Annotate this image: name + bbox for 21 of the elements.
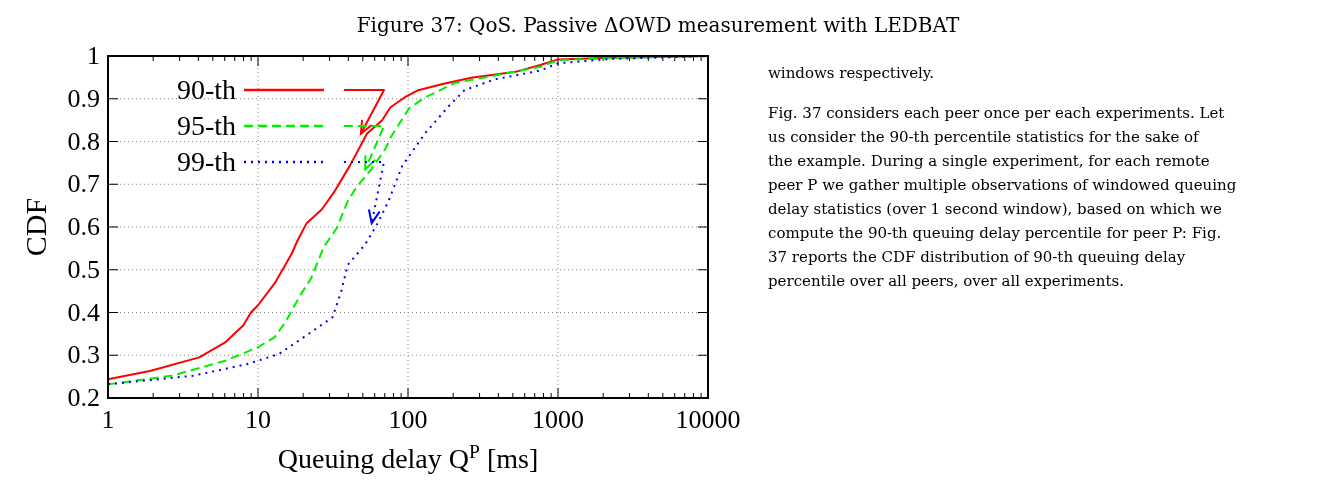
x-tick-label: 10 <box>245 405 271 434</box>
x-axis-title: Queuing delay Q$^{P}$ [ms] <box>277 440 539 474</box>
legend-label: 90-th <box>176 74 236 105</box>
x-tick-label: 10000 <box>675 405 741 434</box>
x-tick-label: 100 <box>388 405 428 434</box>
y-tick-label: 0.4 <box>67 297 100 327</box>
y-tick-label: 0.6 <box>67 212 100 241</box>
y-tick-label: 0.8 <box>67 126 100 156</box>
legend-label: 95-th <box>176 110 236 141</box>
chart-title: Figure 37: QoS. Passive ΔOWD measurement with LEDBAT <box>356 13 960 37</box>
caption: Fig. 37 considers each peer once per each experiments. Let us consider the 90-th percentile statistics for the sake of the example. During a single experiment, for each remote peer P we gather multiple observations of windowed queuing delay statistics (over 1 second window), based on which we compute the 90-th queuing delay percentile for peer P: Fig. 37 reports the CDF distribution of 90-th queuing delay percentile over all peers, over all experiments. <box>768 104 1237 290</box>
y-tick-label: 1 <box>87 41 100 70</box>
y-tick-label: 0.9 <box>67 83 100 113</box>
legend-label: 99-th <box>176 146 236 177</box>
x-tick-label: 1000 <box>532 405 584 434</box>
y-axis-title: CDF <box>19 197 52 257</box>
y-tick-label: 0.3 <box>67 340 100 370</box>
y-tick-label: 0.7 <box>67 169 100 199</box>
y-tick-label: 0.5 <box>67 254 100 284</box>
text: windows respectively. <box>768 64 935 82</box>
y-tick-label: 0.2 <box>67 383 100 412</box>
